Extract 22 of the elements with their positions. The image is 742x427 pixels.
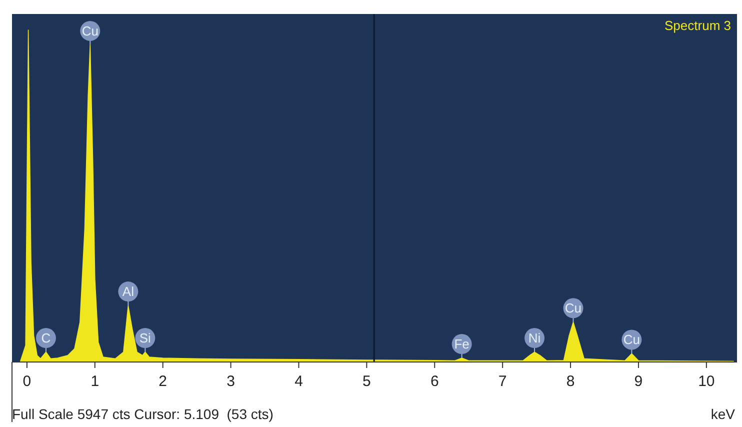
x-tick-label: 7 — [498, 373, 507, 390]
annotation: Si — [139, 330, 152, 346]
x-tick-label: 8 — [566, 373, 575, 390]
x-tick-label: 5 — [362, 373, 371, 390]
annotation: Cu — [623, 332, 640, 348]
text: Full Scale 5947 cts Cursor: 5.109 (53 cts) — [12, 406, 274, 422]
annotation: Ni — [528, 330, 541, 346]
annotation: Fe — [454, 336, 470, 352]
annotation: Cu — [82, 23, 98, 38]
x-tick-label: 0 — [22, 373, 32, 390]
x-axis-title: keV — [710, 406, 736, 422]
x-tick-label: 9 — [634, 373, 643, 390]
x-tick-label: 4 — [294, 373, 303, 390]
annotation: Al — [122, 284, 134, 300]
x-tick-label: 2 — [158, 373, 168, 390]
x-tick-label: 6 — [430, 373, 439, 390]
x-tick-label: 3 — [226, 373, 235, 390]
annotation: C — [41, 330, 51, 346]
annotation: Spectrum 3 — [664, 18, 731, 33]
x-tick-label: 1 — [90, 373, 100, 390]
x-tick-label: 10 — [698, 373, 715, 390]
annotation: Cu — [564, 300, 582, 316]
